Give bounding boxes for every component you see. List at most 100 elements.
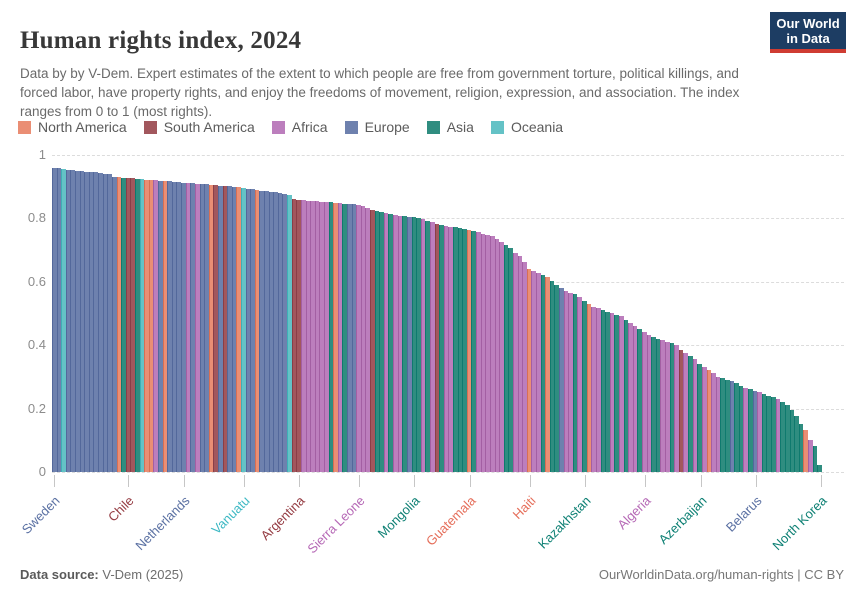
bar-south-america[interactable] — [370, 209, 375, 472]
bar-africa[interactable] — [632, 325, 638, 472]
bar-africa[interactable] — [494, 238, 500, 472]
bar-africa[interactable] — [595, 308, 601, 472]
bar-asia[interactable] — [582, 300, 587, 472]
bar-africa[interactable] — [310, 200, 315, 472]
bar-asia[interactable] — [388, 214, 394, 472]
bar-africa[interactable] — [512, 252, 518, 472]
bar-asia[interactable] — [462, 228, 467, 472]
bar-south-america[interactable] — [222, 186, 228, 472]
bar-south-america[interactable] — [296, 199, 301, 472]
bar-asia[interactable] — [784, 405, 790, 472]
bar-asia[interactable] — [134, 178, 140, 472]
bar-asia[interactable] — [697, 363, 702, 472]
bar-africa[interactable] — [448, 226, 454, 472]
bar-asia[interactable] — [789, 409, 795, 472]
bar-europe[interactable] — [176, 181, 182, 472]
bar-asia[interactable] — [457, 227, 463, 472]
bar-asia[interactable] — [720, 378, 725, 472]
bar-north-america[interactable] — [254, 189, 260, 472]
bar-africa[interactable] — [646, 335, 652, 472]
bar-africa[interactable] — [522, 261, 527, 472]
bar-europe[interactable] — [52, 167, 57, 472]
bar-south-america[interactable] — [125, 177, 131, 472]
bar-asia[interactable] — [503, 245, 509, 472]
bar-north-america[interactable] — [144, 179, 149, 472]
bar-europe[interactable] — [167, 181, 172, 472]
bar-africa[interactable] — [692, 359, 698, 472]
bar-africa[interactable] — [609, 313, 615, 472]
bar-europe[interactable] — [406, 216, 412, 472]
bar-africa[interactable] — [314, 201, 320, 472]
bar-africa[interactable] — [499, 241, 504, 472]
bar-africa[interactable] — [393, 214, 398, 472]
bar-asia[interactable] — [771, 397, 776, 472]
bar-asia[interactable] — [508, 248, 513, 472]
bar-oceania[interactable] — [139, 179, 145, 472]
bar-africa[interactable] — [420, 219, 426, 472]
bar-asia[interactable] — [812, 446, 818, 472]
bar-africa[interactable] — [535, 272, 541, 472]
bar-europe[interactable] — [245, 188, 251, 472]
bar-europe[interactable] — [56, 168, 62, 472]
bar-north-america[interactable] — [208, 184, 214, 472]
bar-africa[interactable] — [665, 341, 670, 472]
bar-europe[interactable] — [102, 173, 108, 472]
bar-europe[interactable] — [65, 169, 71, 472]
bar-asia[interactable] — [780, 401, 785, 472]
bar-africa[interactable] — [628, 322, 633, 472]
legend-item-africa[interactable]: Africa — [271, 119, 328, 135]
bar-europe[interactable] — [199, 184, 205, 472]
bar-africa[interactable] — [489, 235, 495, 472]
bar-asia[interactable] — [425, 220, 430, 472]
bar-africa[interactable] — [476, 232, 481, 472]
bar-africa[interactable] — [807, 439, 813, 472]
bar-europe[interactable] — [79, 171, 85, 472]
bar-africa[interactable] — [323, 201, 329, 472]
bar-africa[interactable] — [568, 292, 573, 472]
bar-europe[interactable] — [347, 203, 352, 472]
bar-asia[interactable] — [342, 203, 347, 472]
bar-africa[interactable] — [397, 215, 403, 472]
bar-north-america[interactable] — [236, 187, 241, 472]
bar-europe[interactable] — [217, 185, 223, 472]
bar-europe[interactable] — [171, 181, 177, 472]
bar-africa[interactable] — [642, 332, 647, 472]
bar-europe[interactable] — [190, 183, 195, 472]
bar-oceania[interactable] — [61, 168, 66, 472]
bar-africa[interactable] — [485, 234, 490, 472]
bar-asia[interactable] — [724, 379, 730, 472]
bar-europe[interactable] — [277, 193, 283, 472]
bar-africa[interactable] — [319, 201, 324, 472]
bar-africa[interactable] — [383, 213, 389, 472]
bar-africa[interactable] — [360, 206, 366, 472]
bar-africa[interactable] — [711, 373, 716, 472]
bar-asia[interactable] — [411, 217, 417, 472]
bar-asia[interactable] — [328, 202, 334, 472]
bar-africa[interactable] — [337, 202, 343, 472]
bar-asia[interactable] — [374, 210, 380, 472]
legend-item-europe[interactable]: Europe — [344, 119, 410, 135]
bar-africa[interactable] — [300, 200, 306, 472]
bar-asia[interactable] — [623, 319, 629, 472]
bar-north-america[interactable] — [545, 276, 550, 472]
bar-asia[interactable] — [439, 224, 444, 472]
bar-north-america[interactable] — [148, 180, 154, 472]
owid-logo[interactable]: Our World in Data — [770, 12, 846, 53]
bar-north-america[interactable] — [333, 202, 338, 472]
bar-africa[interactable] — [757, 392, 762, 472]
bar-asia[interactable] — [572, 294, 578, 472]
bar-asia[interactable] — [798, 423, 804, 472]
bar-oceania[interactable] — [240, 187, 246, 472]
bar-asia[interactable] — [651, 336, 656, 472]
bar-europe[interactable] — [729, 381, 735, 472]
bar-asia[interactable] — [614, 314, 619, 472]
bar-africa[interactable] — [577, 297, 583, 472]
bar-europe[interactable] — [259, 190, 265, 472]
bar-south-america[interactable] — [678, 349, 684, 472]
bar-asia[interactable] — [554, 284, 560, 472]
bar-europe[interactable] — [98, 173, 103, 472]
bar-europe[interactable] — [752, 390, 758, 472]
bar-asia[interactable] — [734, 382, 739, 472]
bar-europe[interactable] — [70, 170, 76, 472]
bar-asia[interactable] — [453, 227, 458, 472]
